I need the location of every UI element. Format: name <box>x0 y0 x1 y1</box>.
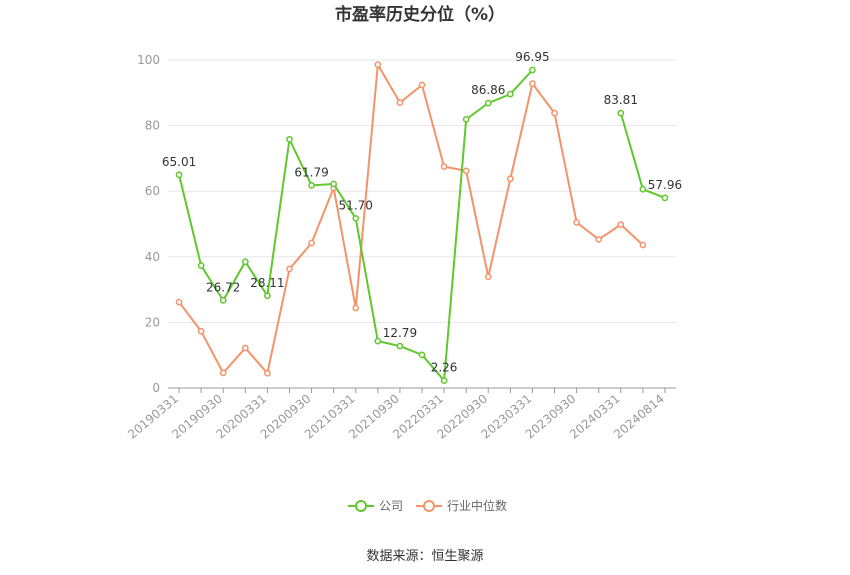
y-tick-label: 0 <box>152 381 160 395</box>
data-label: 12.79 <box>383 326 417 340</box>
y-tick-label: 60 <box>145 184 160 198</box>
data-point[interactable] <box>175 298 183 306</box>
data-point[interactable] <box>529 80 536 87</box>
y-tick-label: 40 <box>145 250 160 264</box>
data-point[interactable] <box>661 194 669 202</box>
data-point[interactable] <box>484 273 492 281</box>
series-line <box>178 61 644 376</box>
data-point[interactable] <box>264 292 271 300</box>
data-point[interactable] <box>462 167 470 175</box>
data-point[interactable] <box>418 351 426 359</box>
data-point[interactable] <box>506 175 514 183</box>
series-0 <box>175 66 669 384</box>
axis-layer: 0204060801002019033120190930202003312020… <box>125 53 676 442</box>
data-label: 65.01 <box>162 155 196 169</box>
chart-title: 市盈率历史分位（%） <box>335 4 505 25</box>
series-layer <box>175 61 669 384</box>
source-note: 数据来源：恒生聚源 <box>366 549 483 564</box>
legend-item-1[interactable]: 行业中位数 <box>416 498 507 513</box>
data-point[interactable] <box>573 219 580 226</box>
data-point[interactable] <box>462 116 470 123</box>
data-point[interactable] <box>330 180 338 188</box>
series-line <box>178 69 534 384</box>
legend-label: 行业中位数 <box>447 498 507 513</box>
data-point[interactable] <box>617 109 625 117</box>
legend-label: 公司 <box>379 499 403 513</box>
data-label: 28.11 <box>250 276 284 290</box>
data-point[interactable] <box>506 90 514 98</box>
y-tick-label: 100 <box>137 53 160 67</box>
data-label: 83.81 <box>604 93 638 107</box>
data-label: 61.79 <box>294 165 328 179</box>
data-label: 57.96 <box>648 178 682 192</box>
data-point[interactable] <box>264 369 271 377</box>
data-point[interactable] <box>175 171 183 179</box>
data-point[interactable] <box>374 61 382 68</box>
data-point[interactable] <box>286 136 293 143</box>
data-point[interactable] <box>197 327 205 335</box>
data-point[interactable] <box>197 262 205 270</box>
data-point[interactable] <box>418 81 426 89</box>
data-point[interactable] <box>241 258 249 266</box>
data-point[interactable] <box>219 369 227 377</box>
data-label: 96.95 <box>515 50 549 64</box>
data-point[interactable] <box>440 377 448 384</box>
data-point[interactable] <box>286 265 293 273</box>
data-point[interactable] <box>374 337 382 345</box>
data-point[interactable] <box>241 344 249 352</box>
legend[interactable]: 公司 行业中位数 <box>348 498 507 513</box>
legend-swatch-marker <box>355 500 367 512</box>
data-label: 2.26 <box>431 361 458 375</box>
data-point[interactable] <box>308 239 315 247</box>
data-point[interactable] <box>352 215 360 222</box>
data-label: 51.70 <box>339 198 373 212</box>
data-point[interactable] <box>551 109 558 117</box>
data-point[interactable] <box>396 99 404 106</box>
data-point[interactable] <box>219 297 227 304</box>
y-tick-label: 80 <box>145 119 160 133</box>
y-tick-label: 20 <box>145 315 160 329</box>
data-point[interactable] <box>440 163 448 170</box>
data-point[interactable] <box>639 185 647 193</box>
data-point[interactable] <box>617 221 625 229</box>
legend-swatch-marker <box>423 500 435 512</box>
series-1 <box>175 61 647 377</box>
data-point[interactable] <box>529 66 536 74</box>
data-point[interactable] <box>595 236 603 243</box>
data-point[interactable] <box>396 342 404 350</box>
data-point[interactable] <box>352 304 360 312</box>
data-point[interactable] <box>308 181 315 189</box>
grid-layer <box>168 59 676 323</box>
data-label: 26.72 <box>206 280 240 294</box>
data-label: 86.86 <box>471 83 505 97</box>
data-point[interactable] <box>484 99 492 107</box>
data-label-layer: 65.01 26.72 28.11 61.79 51.70 12.79 2.26 86.86 9… <box>162 50 682 375</box>
legend-item-0[interactable]: 公司 <box>348 499 403 513</box>
data-point[interactable] <box>639 241 647 249</box>
